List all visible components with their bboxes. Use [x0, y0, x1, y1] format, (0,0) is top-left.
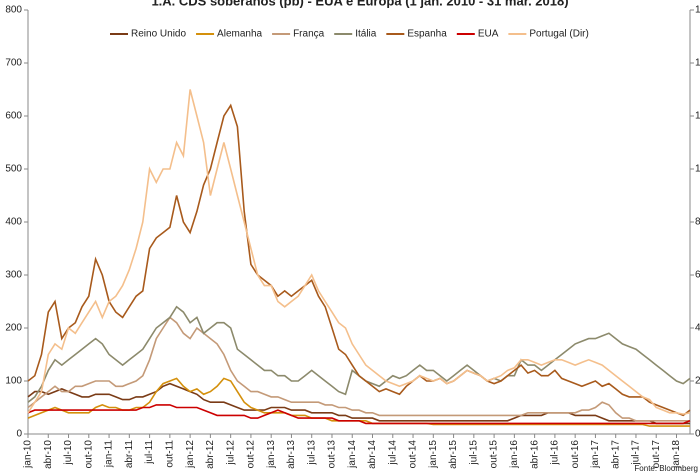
- x-tick-label: jan-15: [428, 440, 439, 469]
- x-tick-label: out-14: [408, 440, 419, 469]
- y2-tick-label: 1200: [695, 111, 700, 122]
- x-tick-label: abr-17: [610, 440, 621, 469]
- y2-tick-label: 1400: [695, 58, 700, 69]
- x-tick-label: out-13: [327, 440, 338, 469]
- y-tick-label: 400: [5, 217, 22, 228]
- series-line: [27, 89, 691, 415]
- x-tick-label: jul-13: [306, 440, 317, 466]
- legend-label: Reino Unido: [131, 29, 186, 40]
- x-tick-label: out-10: [83, 440, 94, 469]
- x-tick-label: jul-14: [387, 440, 398, 466]
- x-tick-label: jan-10: [23, 440, 34, 469]
- y2-tick-label: 0: [695, 429, 700, 440]
- x-tick-label: jan-11: [104, 440, 115, 468]
- x-tick-label: abr-13: [286, 440, 297, 469]
- x-tick-label: jul-15: [468, 440, 479, 466]
- legend-label: EUA: [478, 29, 499, 40]
- x-tick-label: abr-15: [448, 440, 459, 469]
- y-tick-label: 800: [5, 5, 22, 16]
- y-tick-label: 100: [5, 376, 22, 387]
- x-tick-label: jul-16: [550, 440, 561, 466]
- x-tick-label: jan-12: [185, 440, 196, 469]
- x-tick-label: jul-17: [631, 440, 642, 466]
- y-tick-label: 200: [5, 323, 22, 334]
- x-tick-label: abr-10: [43, 440, 54, 469]
- y-tick-label: 500: [5, 164, 22, 175]
- x-tick-label: out-12: [246, 440, 257, 469]
- x-tick-label: abr-12: [205, 440, 216, 469]
- legend-label: Portugal (Dir): [529, 29, 588, 40]
- x-tick-label: jul-12: [225, 440, 236, 466]
- chart-title: 1.A. CDS soberanos (pb) - EUA e Europa (…: [151, 0, 568, 8]
- y2-tick-label: 1600: [695, 5, 700, 16]
- legend-label: França: [293, 29, 325, 40]
- series-line: [27, 382, 690, 425]
- y-tick-label: 600: [5, 111, 22, 122]
- y2-tick-label: 400: [695, 323, 700, 334]
- x-tick-label: jan-13: [266, 440, 277, 469]
- x-tick-label: jan-18: [671, 440, 682, 469]
- series-line: [27, 316, 690, 422]
- series-line: [27, 103, 691, 417]
- source: Fonte: Bloomberg: [634, 464, 698, 473]
- x-tick-label: abr-16: [529, 440, 540, 469]
- series-line: [27, 377, 690, 427]
- x-tick-label: out-15: [489, 440, 500, 469]
- y-tick-label: 300: [5, 270, 22, 281]
- x-tick-label: jul-10: [63, 440, 74, 466]
- x-tick-label: out-16: [570, 440, 581, 469]
- y2-tick-label: 600: [695, 270, 700, 281]
- legend-label: Espanha: [407, 29, 447, 40]
- y-tick-label: 700: [5, 58, 22, 69]
- y-tick-label: 0: [16, 429, 22, 440]
- x-tick-label: abr-14: [367, 440, 378, 469]
- legend-label: Itália: [355, 29, 377, 40]
- y2-tick-label: 1000: [695, 164, 700, 175]
- x-tick-label: jan-16: [509, 440, 520, 469]
- series-line: [27, 404, 691, 425]
- x-tick-label: out-11: [164, 440, 175, 468]
- legend-label: Alemanha: [217, 29, 262, 40]
- x-tick-label: abr-11: [124, 440, 135, 469]
- y2-tick-label: 200: [695, 376, 700, 387]
- y2-tick-label: 800: [695, 217, 700, 228]
- x-tick-label: jan-17: [590, 440, 601, 469]
- x-tick-label: out-17: [651, 440, 662, 469]
- x-tick-label: jan-14: [347, 440, 358, 469]
- x-tick-label: jul-11: [144, 440, 155, 465]
